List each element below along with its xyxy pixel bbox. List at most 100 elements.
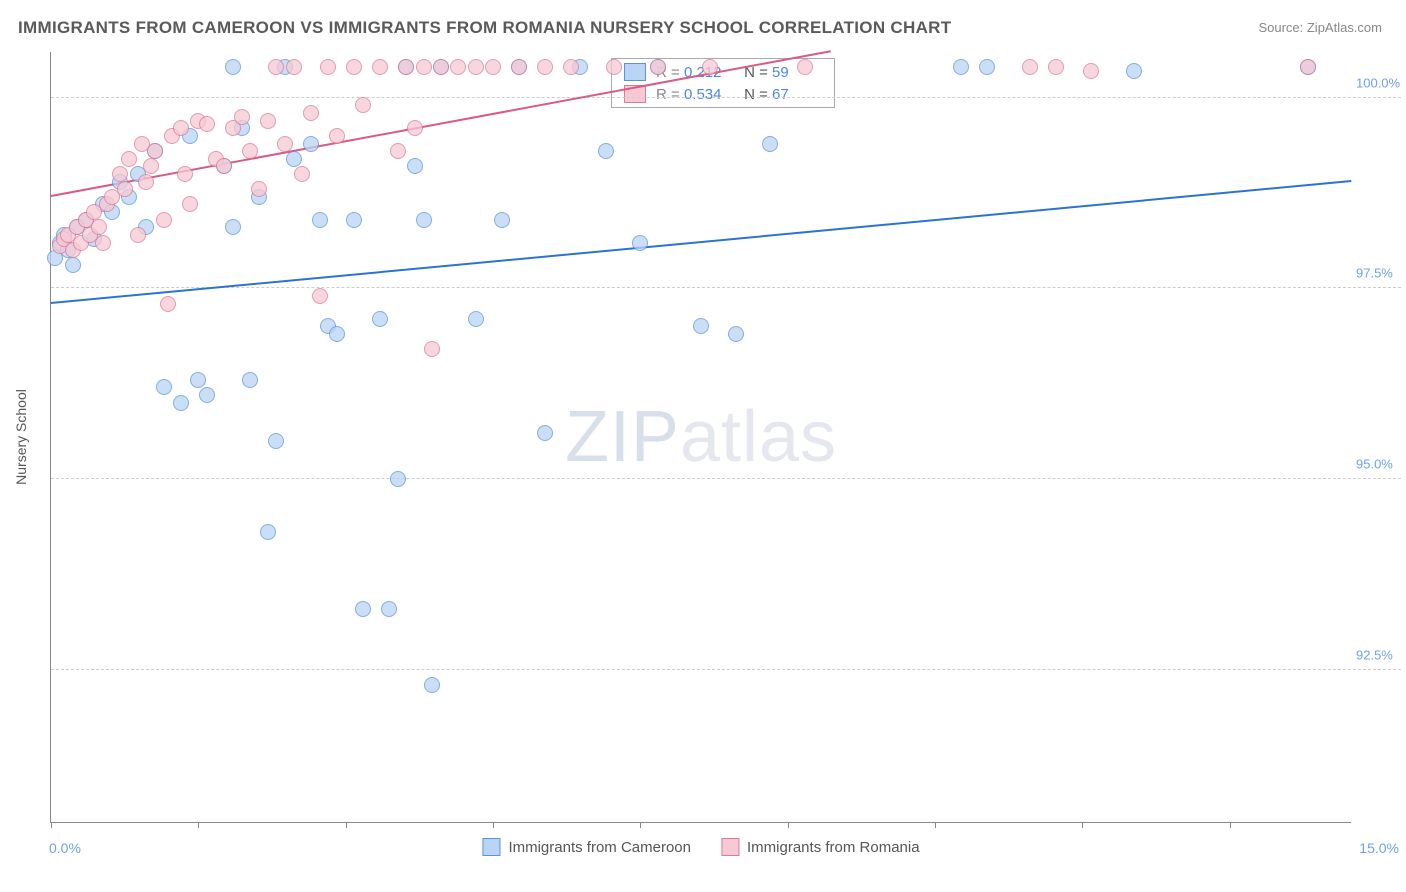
- data-point: [650, 59, 666, 75]
- data-point: [381, 601, 397, 617]
- data-point: [1083, 63, 1099, 79]
- data-point: [1022, 59, 1038, 75]
- data-point: [225, 219, 241, 235]
- data-point: [182, 196, 198, 212]
- x-tick: [935, 822, 936, 828]
- data-point: [260, 524, 276, 540]
- data-point: [303, 136, 319, 152]
- legend-square-romania: [721, 838, 739, 856]
- data-point: [693, 318, 709, 334]
- data-point: [424, 341, 440, 357]
- data-point: [485, 59, 501, 75]
- x-tick: [640, 822, 641, 828]
- data-point: [199, 116, 215, 132]
- data-point: [277, 136, 293, 152]
- data-point: [702, 59, 718, 75]
- x-tick: [493, 822, 494, 828]
- data-point: [407, 158, 423, 174]
- data-point: [117, 181, 133, 197]
- data-point: [355, 97, 371, 113]
- data-point: [433, 59, 449, 75]
- data-point: [121, 151, 137, 167]
- data-point: [143, 158, 159, 174]
- data-point: [130, 227, 146, 243]
- chart-plot-area: ZIPatlas Nursery School R = 0.212 N = 59…: [50, 52, 1351, 823]
- data-point: [320, 59, 336, 75]
- data-point: [511, 59, 527, 75]
- data-point: [762, 136, 778, 152]
- y-tick-label: 97.5%: [1356, 266, 1406, 281]
- x-axis-max-label: 15.0%: [1359, 840, 1399, 856]
- x-tick: [1082, 822, 1083, 828]
- data-point: [424, 677, 440, 693]
- x-tick: [198, 822, 199, 828]
- x-tick: [51, 822, 52, 828]
- data-point: [65, 257, 81, 273]
- data-point: [797, 59, 813, 75]
- data-point: [303, 105, 319, 121]
- source-attribution: Source: ZipAtlas.com: [1258, 20, 1382, 35]
- data-point: [416, 212, 432, 228]
- data-point: [398, 59, 414, 75]
- source-link[interactable]: ZipAtlas.com: [1307, 20, 1382, 35]
- data-point: [91, 219, 107, 235]
- data-point: [286, 151, 302, 167]
- data-point: [390, 471, 406, 487]
- r-label: R =: [656, 86, 684, 103]
- data-point: [95, 235, 111, 251]
- data-point: [416, 59, 432, 75]
- watermark: ZIPatlas: [565, 396, 837, 478]
- x-tick: [346, 822, 347, 828]
- data-point: [173, 395, 189, 411]
- gridline-h: [51, 478, 1401, 479]
- data-point: [1300, 59, 1316, 75]
- data-point: [234, 109, 250, 125]
- data-point: [147, 143, 163, 159]
- data-point: [1048, 59, 1064, 75]
- x-tick: [788, 822, 789, 828]
- data-point: [251, 181, 267, 197]
- y-tick-label: 92.5%: [1356, 647, 1406, 662]
- watermark-atlas: atlas: [680, 397, 837, 477]
- data-point: [346, 59, 362, 75]
- n-value-romania: 67: [772, 86, 822, 103]
- legend-square-cameroon: [482, 838, 500, 856]
- chart-title: IMMIGRANTS FROM CAMEROON VS IMMIGRANTS F…: [18, 18, 951, 38]
- legend-swatch-cameroon: [624, 63, 646, 81]
- gridline-h: [51, 669, 1401, 670]
- legend-label-cameroon: Immigrants from Cameroon: [508, 839, 691, 856]
- data-point: [294, 166, 310, 182]
- y-axis-title: Nursery School: [13, 389, 29, 485]
- data-point: [190, 372, 206, 388]
- data-point: [468, 311, 484, 327]
- data-point: [1126, 63, 1142, 79]
- trend-line: [51, 180, 1351, 304]
- data-point: [242, 143, 258, 159]
- legend-item-cameroon: Immigrants from Cameroon: [482, 838, 691, 856]
- data-point: [156, 379, 172, 395]
- data-point: [312, 288, 328, 304]
- data-point: [468, 59, 484, 75]
- data-point: [598, 143, 614, 159]
- data-point: [312, 212, 328, 228]
- data-point: [286, 59, 302, 75]
- data-point: [173, 120, 189, 136]
- data-point: [156, 212, 172, 228]
- data-point: [728, 326, 744, 342]
- data-point: [329, 128, 345, 144]
- data-point: [606, 59, 622, 75]
- data-point: [216, 158, 232, 174]
- data-point: [199, 387, 215, 403]
- data-point: [407, 120, 423, 136]
- data-point: [160, 296, 176, 312]
- data-point: [138, 174, 154, 190]
- data-point: [494, 212, 510, 228]
- x-tick: [1230, 822, 1231, 828]
- n-label: N =: [744, 86, 772, 103]
- data-point: [632, 235, 648, 251]
- source-label: Source:: [1258, 20, 1306, 35]
- data-point: [953, 59, 969, 75]
- watermark-zip: ZIP: [565, 397, 680, 477]
- y-tick-label: 95.0%: [1356, 456, 1406, 471]
- data-point: [242, 372, 258, 388]
